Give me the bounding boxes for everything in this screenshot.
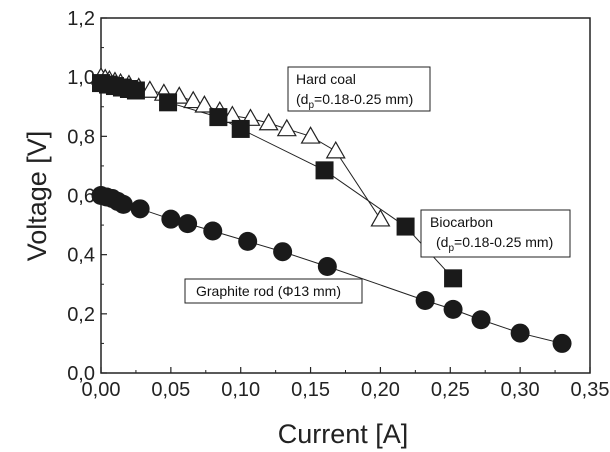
annotation-hard-coal: Hard coal (dp=0.18-0.25 mm) [287,66,431,112]
x-tick-label: 0,00 [82,379,121,401]
graphite-rod-point [471,310,491,330]
hard-coal-point [300,126,321,144]
annotation-graphite-rod-box [184,278,363,304]
biocarbon-point [315,161,334,180]
graphite-rod-point [317,257,337,276]
annotation-hard-coal-size: (dp=0.18-0.25 mm) [296,91,413,111]
annotation-biocarbon-title: Biocarbon [430,214,493,230]
x-tick-label: 0,05 [151,379,190,401]
hard-coal-point [258,112,279,131]
biocarbon-point [231,119,250,138]
annotation-biocarbon: Biocarbon (dp=0.18-0.25 mm) [420,209,571,258]
graphite-rod-point [273,242,293,262]
hard-coal-point [194,95,215,113]
x-tick-label: 0,35 [571,379,610,401]
annotation-biocarbon-box [420,209,571,258]
axis-ticks: 0,00 0,05 0,10 0,15 0,20 0,25 0,30 0,35 0,0 0,2 0,… [67,8,609,401]
biocarbon-point [126,81,145,100]
x-tick-label: 0,25 [431,379,470,401]
y-tick-label: 1,0 [67,67,95,89]
y-tick-label: 0,6 [67,186,95,208]
y-tick-label: 0,4 [67,245,95,267]
annotation-graphite-rod: Graphite rod (Φ13 mm) [184,278,363,304]
biocarbon-point [159,93,178,112]
graphite-rod-point [238,231,258,251]
y-tick-label: 0,0 [67,363,95,385]
x-tick-label: 0,15 [291,379,330,401]
annotation-hard-coal-box [287,66,431,112]
graphite-rod-point [552,333,572,353]
graphite-rod-point [178,214,198,234]
y-tick-label: 1,2 [67,8,95,30]
graphite-rod-point [113,194,133,214]
annotation-hard-coal-title: Hard coal [296,71,356,87]
hard-coal-point [183,90,204,109]
y-tick-label: 0,8 [67,126,95,148]
hard-coal-point [276,118,297,137]
x-tick-label: 0,30 [501,379,540,401]
graphite-rod-point [161,209,181,229]
biocarbon-point [444,269,463,288]
biocarbon-point [396,217,415,236]
graphite-rod-point [415,291,435,311]
hard-coal-point [139,80,160,98]
biocarbon-point [209,108,228,127]
graphite-rod-point [510,323,530,343]
annotation-graphite-rod-text: Graphite rod (Φ13 mm) [196,283,341,299]
y-tick-label: 0,2 [67,304,95,326]
hard-coal-point [325,140,346,159]
x-tick-label: 0,10 [221,379,260,401]
x-tick-label: 0,20 [361,379,400,401]
graphite-rod-point [443,299,463,319]
graphite-rod-point [130,199,150,219]
graphite-rod-point [203,221,223,241]
hard-coal-point [370,208,391,227]
x-axis-title: Current [A] [278,419,409,449]
annotation-biocarbon-size: (dp=0.18-0.25 mm) [436,234,553,254]
y-axis-title: Voltage [V] [22,131,52,262]
series-markers [90,66,572,353]
